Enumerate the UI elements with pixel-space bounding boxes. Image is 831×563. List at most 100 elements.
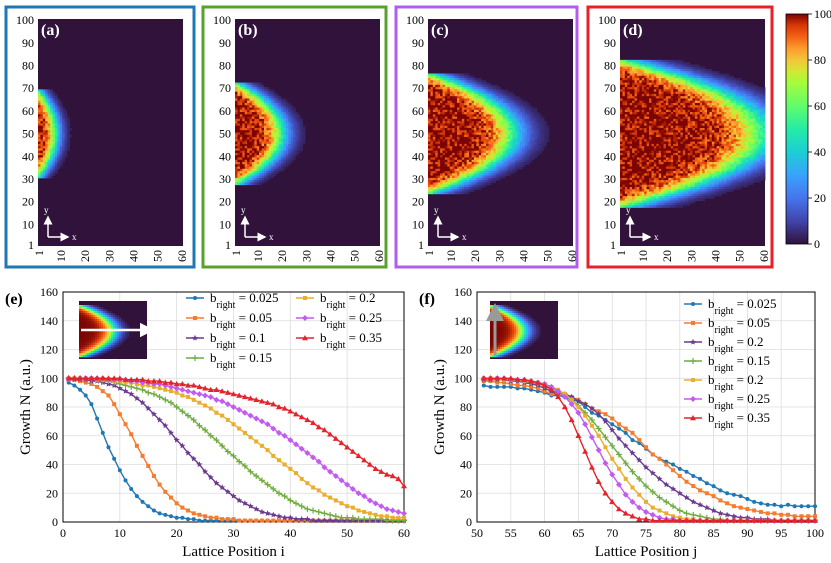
data-point: [117, 468, 122, 473]
data-point: [133, 376, 140, 382]
data-point: [349, 514, 356, 521]
heatmap-y-tick: 50: [604, 127, 616, 141]
y-tick-label: 80: [46, 400, 58, 414]
data-point: [650, 505, 655, 510]
data-point: [128, 376, 135, 382]
heatmap-x-tick: 40: [323, 250, 337, 262]
data-point: [717, 517, 724, 523]
data-point: [569, 397, 574, 402]
heatmap-y-tick: 10: [22, 217, 34, 231]
data-point: [521, 376, 528, 382]
legend-item: bright = 0.05: [186, 310, 272, 331]
data-point: [730, 517, 737, 523]
data-point: [656, 517, 663, 523]
data-point: [663, 517, 670, 523]
data-point: [293, 411, 300, 417]
data-point: [112, 456, 117, 461]
data-point: [219, 484, 226, 491]
panel-frame: [586, 5, 774, 269]
svg-text:y: y: [434, 205, 439, 215]
data-point: [622, 510, 629, 516]
legend-item: bright = 0.35: [684, 410, 770, 431]
data-point: [568, 416, 575, 423]
legend-item: bright = 0.15: [186, 350, 272, 371]
legend-label: bright = 0.15: [708, 353, 770, 374]
data-point: [122, 387, 129, 394]
axis-arrows-icon: xy: [625, 205, 659, 242]
data-point: [629, 498, 636, 505]
legend-item: bright = 0.1: [186, 330, 265, 351]
heatmap-x-tick: 10: [54, 250, 68, 262]
data-point: [717, 510, 724, 516]
data-point: [208, 515, 213, 520]
heatmap-y-tick: 30: [22, 172, 34, 186]
data-point: [389, 507, 396, 514]
heatmap-x-tick: 1: [32, 250, 46, 256]
data-point: [196, 383, 203, 390]
heatmap-x-tick: 20: [78, 250, 92, 262]
legend-item: bright = 0.15: [684, 353, 770, 374]
x-tick-label: 0: [60, 526, 66, 540]
data-point: [230, 404, 237, 410]
heatmap-y-tick: 40: [219, 149, 231, 163]
data-point: [623, 430, 628, 435]
y-tick-label: 40: [46, 458, 58, 472]
x-tick-label: 60: [539, 526, 551, 540]
data-point: [258, 508, 265, 515]
heatmap-x-ticks: 1 10 20 30 40 50 60: [229, 250, 386, 262]
data-point: [259, 518, 264, 523]
data-point: [582, 400, 589, 407]
heatmap-y-tick: 20: [412, 195, 424, 209]
heatmap-y-tick: 10: [219, 217, 231, 231]
svg-text:x: x: [269, 232, 274, 242]
legend-item: bright = 0.05: [684, 315, 770, 336]
data-point: [610, 416, 615, 421]
data-point: [146, 463, 151, 468]
data-point: [328, 495, 333, 500]
legend-label: bright = 0.25: [320, 310, 382, 331]
data-point: [242, 518, 247, 523]
data-point: [207, 386, 214, 392]
heatmap-y-tick: 20: [22, 195, 34, 209]
data-point: [197, 400, 202, 405]
data-point: [203, 518, 208, 523]
data-point: [758, 501, 763, 506]
data-point: [117, 412, 122, 417]
data-point: [173, 404, 180, 410]
data-point: [676, 490, 683, 496]
data-point: [752, 508, 757, 513]
data-point: [615, 435, 622, 442]
data-point: [231, 422, 236, 427]
legend-item: bright = 0.025: [684, 296, 776, 317]
heatmap-y-tick: 60: [604, 104, 616, 118]
data-point: [224, 389, 231, 395]
data-point: [401, 483, 407, 489]
data-point: [275, 429, 282, 436]
data-point: [758, 509, 763, 514]
data-point: [282, 462, 287, 467]
data-point: [575, 409, 582, 416]
heatmap-x-tick: 30: [492, 250, 506, 262]
data-point: [622, 491, 629, 498]
heatmap-panels: 1 10 20 30 40 50 601009080706050403020101(a)xy…: [4, 5, 774, 269]
data-point: [123, 422, 128, 427]
y-tick-label: 120: [454, 343, 472, 357]
legend-label: bright = 0.15: [210, 350, 272, 371]
data-point: [293, 441, 300, 448]
x-tick-label: 85: [708, 526, 720, 540]
data-point: [316, 488, 321, 493]
plot-frame: [476, 291, 816, 523]
data-point: [213, 479, 220, 486]
inset-thumbnail: [79, 301, 155, 359]
svg-text:x: x: [462, 232, 467, 242]
data-point: [150, 378, 157, 384]
series-0.025: [66, 380, 406, 523]
series-0.05: [66, 377, 406, 523]
data-point: [139, 386, 146, 393]
data-point: [644, 499, 648, 504]
data-point: [220, 517, 225, 522]
data-point: [616, 422, 621, 427]
x-tick-label: 100: [806, 526, 824, 540]
data-point: [697, 501, 704, 508]
